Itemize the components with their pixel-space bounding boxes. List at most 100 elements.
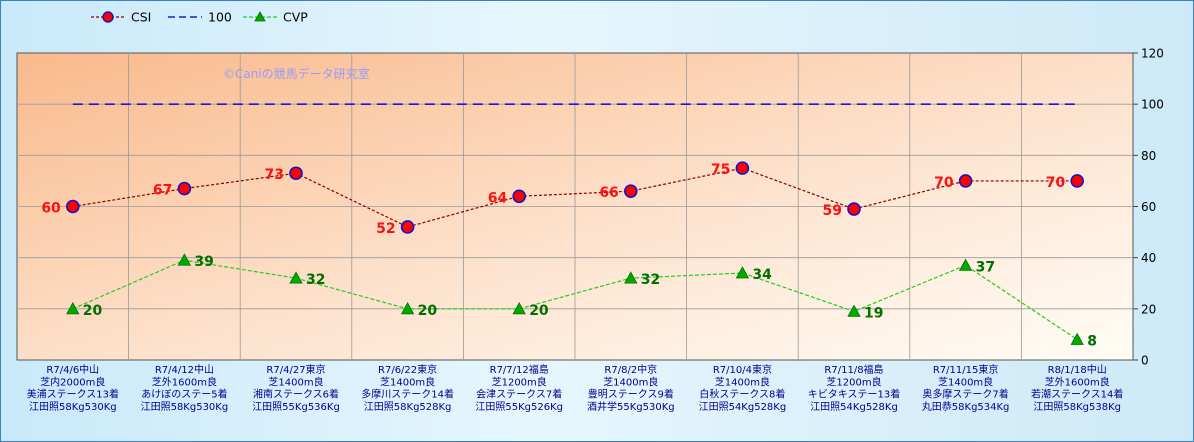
x-category-line: 芝1200m良 xyxy=(492,375,547,388)
csi-point-marker xyxy=(958,174,973,188)
cvp-data-label: 20 xyxy=(529,303,549,319)
x-category-label: R7/4/6中山芝内2000m良美浦ステークス13着江田照58Kg530Kg xyxy=(27,363,119,413)
x-category-line: 江田照55Kg526Kg xyxy=(475,401,563,413)
csi-point-marker xyxy=(66,199,80,214)
x-category-line: 会津ステークス7着 xyxy=(476,388,562,401)
x-category-line: 芝外1600m良 xyxy=(1045,375,1110,388)
x-category-label: R7/11/8福島芝1200m良キビタキステー13着江田照54Kg528Kg xyxy=(808,363,900,413)
x-category-line: 江田照58Kg530Kg xyxy=(29,401,117,413)
x-category-line: 江田照58Kg530Kg xyxy=(141,401,229,413)
x-category-line: R7/10/4東京 xyxy=(713,363,772,376)
x-category-line: R7/4/12中山 xyxy=(155,363,214,376)
x-category-line: 江田照55Kg536Kg xyxy=(252,401,340,413)
csi-data-label: 64 xyxy=(488,190,508,206)
x-category-label: R7/8/2中京芝1400m良豊明ステークス9着酒井学55Kg530Kg xyxy=(587,363,675,413)
x-category-line: 芝1400m良 xyxy=(938,375,993,388)
cvp-data-label: 32 xyxy=(641,272,660,288)
x-category-label: R7/6/22東京芝1400m良多摩川ステーク14着江田照58Kg528Kg xyxy=(361,363,454,413)
cvp-point-marker xyxy=(177,253,192,266)
legend-cvp-label: CVP xyxy=(283,10,308,25)
watermark-text: ©Caniの競馬データ研究室 xyxy=(223,66,370,81)
x-category-label: R7/10/4東京芝1400m良白秋ステークス8着江田照54Kg528Kg xyxy=(699,363,787,413)
x-category-line: R7/6/22東京 xyxy=(378,363,437,376)
x-category-line: 芝外1600m良 xyxy=(152,375,217,388)
cvp-point-marker xyxy=(624,271,638,284)
csi-point-marker xyxy=(512,189,527,204)
cvp-data-label: 8 xyxy=(1087,334,1097,350)
x-category-label: R8/1/18中山芝外1600m良若潮ステークス14着江田照58Kg538Kg xyxy=(1031,363,1123,413)
cvp-data-label: 32 xyxy=(306,272,325,288)
x-category-line: R7/7/12福島 xyxy=(490,363,549,376)
csi-point-marker xyxy=(289,166,303,181)
y-tick-label: 80 xyxy=(1141,149,1156,163)
y-tick-label: 120 xyxy=(1141,47,1164,61)
y-tick-label: 0 xyxy=(1141,354,1149,368)
x-category-line: 江田照54Kg528Kg xyxy=(810,401,898,413)
x-category-line: 芝1400m良 xyxy=(268,375,323,388)
cvp-data-label: 34 xyxy=(752,267,772,283)
legend-cvp-marker xyxy=(254,11,266,22)
cvp-point-marker xyxy=(958,258,973,271)
x-category-line: R7/8/2中京 xyxy=(604,363,657,376)
csi-data-label: 70 xyxy=(934,175,954,191)
x-category-line: 芝1400m良 xyxy=(380,375,435,388)
csi-point-marker xyxy=(177,181,192,196)
x-category-line: 丸田恭58Kg534Kg xyxy=(922,400,1010,413)
csi-data-label: 66 xyxy=(599,185,618,201)
x-category-line: 奥多摩ステーク7着 xyxy=(922,388,1008,401)
x-category-label: R7/7/12福島芝1200m良会津ステークス7着江田照55Kg526Kg xyxy=(475,363,563,413)
csi-data-label: 73 xyxy=(265,167,284,183)
cvp-point-marker xyxy=(1070,332,1084,345)
x-category-line: 江田照54Kg528Kg xyxy=(699,401,787,413)
x-category-label: R7/11/15東京芝1400m良奥多摩ステーク7着丸田恭58Kg534Kg xyxy=(922,363,1010,413)
x-category-line: 湘南ステークス6着 xyxy=(253,388,339,401)
csi-data-label: 52 xyxy=(376,221,395,237)
x-category-line: R7/4/27東京 xyxy=(266,363,325,376)
x-category-line: 芝1200m良 xyxy=(826,375,881,388)
x-category-line: R7/11/15東京 xyxy=(933,363,999,376)
x-category-line: R7/4/6中山 xyxy=(46,363,99,376)
csi-data-label: 70 xyxy=(1046,175,1066,191)
x-category-line: 江田照58Kg538Kg xyxy=(1033,401,1121,413)
legend-csi-label: CSI xyxy=(131,10,151,25)
csi-point-marker xyxy=(623,184,638,198)
x-category-line: あけぼのステー5着 xyxy=(141,388,227,401)
x-category-line: R7/11/8福島 xyxy=(824,363,883,376)
x-category-line: 美浦ステークス13着 xyxy=(27,388,119,401)
x-category-line: R8/1/18中山 xyxy=(1048,363,1107,376)
x-category-line: 若潮ステークス14着 xyxy=(1031,388,1123,401)
csi-data-label: 60 xyxy=(41,201,61,217)
cvp-data-label: 39 xyxy=(194,254,213,270)
x-category-line: 江田照58Kg528Kg xyxy=(364,401,452,413)
csi-data-label: 59 xyxy=(823,203,842,219)
csi-data-label: 67 xyxy=(153,183,172,199)
series-csi-line xyxy=(72,167,1078,228)
x-category-line: キビタキステー13着 xyxy=(808,388,900,401)
x-category-line: 芝内2000m良 xyxy=(40,375,105,388)
series-cvp-line xyxy=(72,259,1078,341)
x-category-line: 多摩川ステーク14着 xyxy=(361,388,454,401)
y-tick-label: 60 xyxy=(1141,200,1156,214)
cvp-data-label: 20 xyxy=(418,303,438,319)
cvp-point-marker xyxy=(66,301,80,315)
csi-point-marker xyxy=(735,161,750,175)
legend-100-label: 100 xyxy=(208,10,232,25)
x-category-line: 芝1400m良 xyxy=(603,375,658,388)
x-category-line: 白秋ステークス8着 xyxy=(699,388,785,401)
cvp-point-marker xyxy=(735,266,750,279)
y-tick-label: 20 xyxy=(1141,302,1156,316)
csi-point-marker xyxy=(400,220,415,234)
y-tick-label: 40 xyxy=(1141,251,1156,265)
x-category-label: R7/4/27東京芝1400m良湘南ステークス6着江田照55Kg536Kg xyxy=(252,363,340,413)
cvp-point-marker xyxy=(512,301,526,315)
cvp-point-marker xyxy=(400,301,415,315)
csi-data-label: 75 xyxy=(711,162,730,178)
csi-point-marker xyxy=(1070,174,1084,188)
cvp-point-marker xyxy=(847,304,861,317)
cvp-point-marker xyxy=(289,271,303,284)
csi-point-marker xyxy=(847,202,861,216)
x-category-line: 豊明ステークス9着 xyxy=(588,388,674,401)
cvp-data-label: 37 xyxy=(976,259,995,275)
